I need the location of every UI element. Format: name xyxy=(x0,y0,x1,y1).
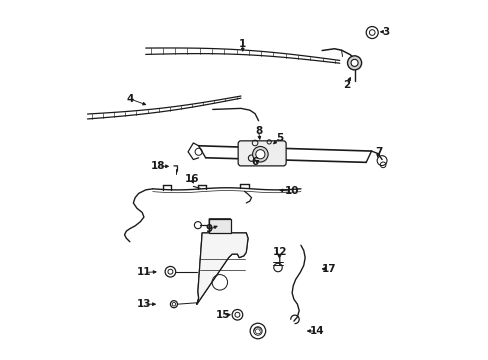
FancyBboxPatch shape xyxy=(238,141,285,166)
Text: 9: 9 xyxy=(205,224,212,234)
Polygon shape xyxy=(197,233,247,304)
Circle shape xyxy=(255,150,264,159)
Circle shape xyxy=(350,59,357,66)
Text: 1: 1 xyxy=(239,39,246,49)
Text: 17: 17 xyxy=(321,264,336,274)
Text: 5: 5 xyxy=(276,133,283,143)
Text: 11: 11 xyxy=(137,267,151,278)
Text: 2: 2 xyxy=(343,80,350,90)
Text: 18: 18 xyxy=(150,161,165,171)
Text: 10: 10 xyxy=(285,186,299,196)
Text: 6: 6 xyxy=(251,157,258,167)
Text: 15: 15 xyxy=(215,310,229,320)
Text: 3: 3 xyxy=(381,27,388,37)
Text: 4: 4 xyxy=(126,94,133,104)
Text: 13: 13 xyxy=(137,299,151,309)
Text: 12: 12 xyxy=(272,247,286,257)
Text: 8: 8 xyxy=(254,126,262,136)
Text: 7: 7 xyxy=(374,147,382,157)
Circle shape xyxy=(252,147,267,162)
Circle shape xyxy=(347,56,361,70)
Bar xyxy=(208,219,231,233)
Text: 14: 14 xyxy=(309,326,324,336)
Text: 16: 16 xyxy=(184,174,199,184)
